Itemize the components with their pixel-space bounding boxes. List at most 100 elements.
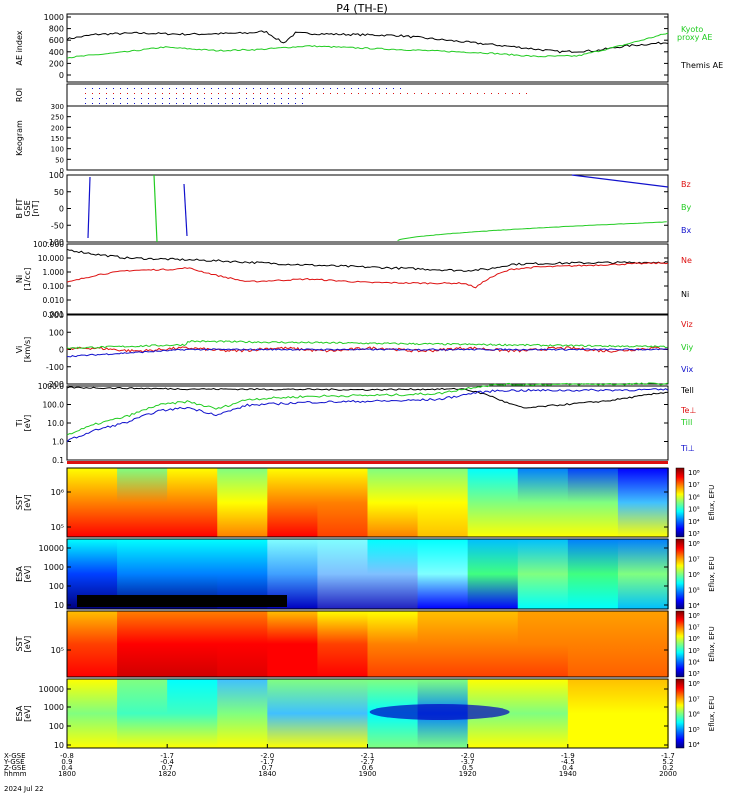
roi-dot bbox=[141, 93, 142, 94]
roi-dot bbox=[337, 88, 338, 89]
sst-electron-spectrogram-column bbox=[567, 611, 619, 677]
roi-dot bbox=[183, 88, 184, 89]
roi-dot bbox=[267, 88, 268, 89]
roi-dot bbox=[239, 103, 240, 104]
roi-dot bbox=[239, 93, 240, 94]
x-tick-label: 0.6 bbox=[362, 764, 374, 772]
status-bar bbox=[67, 461, 668, 464]
roi-dot bbox=[155, 103, 156, 104]
y-axis-label: GSE bbox=[23, 200, 32, 216]
colorbar-tick: 10⁴ bbox=[688, 518, 700, 526]
roi-dot bbox=[302, 88, 303, 89]
esa-ion-spectrogram-column bbox=[517, 539, 569, 609]
roi-dot bbox=[519, 93, 520, 94]
roi-dot bbox=[372, 88, 373, 89]
ti-perp-line bbox=[66, 388, 669, 443]
x-tick-label: -1.7 bbox=[260, 758, 274, 766]
roi-dot bbox=[463, 93, 464, 94]
roi-dot bbox=[113, 103, 114, 104]
roi-dot bbox=[211, 98, 212, 99]
roi-dot bbox=[225, 88, 226, 89]
legend-te-perp: Te⊥ bbox=[680, 406, 696, 415]
roi-dot bbox=[302, 98, 303, 99]
roi-dot bbox=[106, 93, 107, 94]
colorbar-tick: 10⁵ bbox=[688, 647, 700, 655]
sst-ion-frame bbox=[66, 467, 669, 538]
y-axis-label: [nT] bbox=[31, 200, 40, 216]
roi-dot bbox=[323, 93, 324, 94]
roi-dot bbox=[274, 98, 275, 99]
roi-dot bbox=[456, 93, 457, 94]
sst-ion-spectrogram-column bbox=[117, 468, 168, 537]
roi-dot bbox=[148, 98, 149, 99]
roi-dot bbox=[295, 93, 296, 94]
roi-dot bbox=[274, 88, 275, 89]
y-axis-label: SST bbox=[15, 495, 24, 510]
roi-dot bbox=[141, 103, 142, 104]
roi-dot bbox=[127, 88, 128, 89]
y-axis-label: [eV] bbox=[23, 705, 32, 722]
roi-dot bbox=[134, 93, 135, 94]
roi-dot bbox=[407, 93, 408, 94]
roi-dot bbox=[491, 93, 492, 94]
sst-electron-spectrogram-column bbox=[417, 611, 469, 677]
roi-dot bbox=[526, 93, 527, 94]
y-axis-label: SST bbox=[15, 636, 24, 651]
y-tick-label: 600 bbox=[49, 36, 64, 45]
roi-dot bbox=[288, 93, 289, 94]
y-axis-label: ESA bbox=[15, 566, 24, 582]
y-tick-label: 400 bbox=[49, 48, 64, 57]
x-tick-label: 1940 bbox=[559, 770, 577, 778]
roi-dot bbox=[449, 93, 450, 94]
roi-dot bbox=[330, 88, 331, 89]
y-tick-label: 10000 bbox=[39, 685, 64, 694]
y-tick-label: 1000.0 bbox=[38, 382, 64, 391]
x-row-label: 2024 Jul 22 bbox=[4, 785, 44, 793]
sst-electron-spectrogram-column bbox=[117, 611, 168, 677]
y-axis-label: [eV] bbox=[23, 415, 32, 432]
roi-dot bbox=[246, 93, 247, 94]
roi-dot bbox=[113, 88, 114, 89]
y-tick-label: 50 bbox=[54, 188, 64, 197]
plot-title: P4 (TH-E) bbox=[336, 2, 388, 15]
roi-dot bbox=[232, 88, 233, 89]
roi-dot bbox=[246, 88, 247, 89]
colorbar bbox=[675, 467, 685, 538]
roi-dot bbox=[239, 88, 240, 89]
roi-dot bbox=[393, 88, 394, 89]
colorbar-tick: 10⁷ bbox=[688, 695, 700, 703]
y-tick-label: 100.0 bbox=[43, 401, 65, 410]
roi-dot bbox=[197, 98, 198, 99]
roi-dot bbox=[239, 98, 240, 99]
roi-dot bbox=[386, 88, 387, 89]
roi-dot bbox=[141, 98, 142, 99]
esa-electron-spectrogram-column bbox=[317, 679, 369, 748]
x-tick-label: -4.5 bbox=[561, 758, 575, 766]
y-axis-label: Keogram bbox=[15, 120, 24, 156]
esa-ion-spectrogram-column bbox=[417, 539, 469, 609]
keogram-panel bbox=[66, 105, 669, 171]
roi-dot bbox=[232, 93, 233, 94]
roi-dot bbox=[246, 98, 247, 99]
roi-dot bbox=[148, 103, 149, 104]
sst-electron-spectrogram-column bbox=[167, 611, 219, 677]
roi-dot bbox=[302, 93, 303, 94]
roi-dot bbox=[169, 103, 170, 104]
x-tick-label: 1900 bbox=[359, 770, 377, 778]
roi-dot bbox=[155, 88, 156, 89]
x-row-label: hhmm bbox=[4, 770, 27, 778]
x-tick-label: -3.7 bbox=[461, 758, 475, 766]
roi-dot bbox=[113, 98, 114, 99]
sst-ion-spectrogram-column bbox=[417, 468, 469, 537]
roi-dot bbox=[127, 98, 128, 99]
sst-electron-spectrogram-column bbox=[617, 611, 669, 677]
esa-electron-spectrogram-column bbox=[217, 679, 269, 748]
legend-proxy-ae: proxy AE bbox=[677, 33, 712, 42]
roi-dot bbox=[99, 93, 100, 94]
roi-dot bbox=[211, 93, 212, 94]
roi-dot bbox=[190, 103, 191, 104]
roi-dot bbox=[190, 98, 191, 99]
y-tick-label: 0 bbox=[59, 346, 64, 355]
sst-ion-spectrogram-column bbox=[467, 468, 519, 537]
